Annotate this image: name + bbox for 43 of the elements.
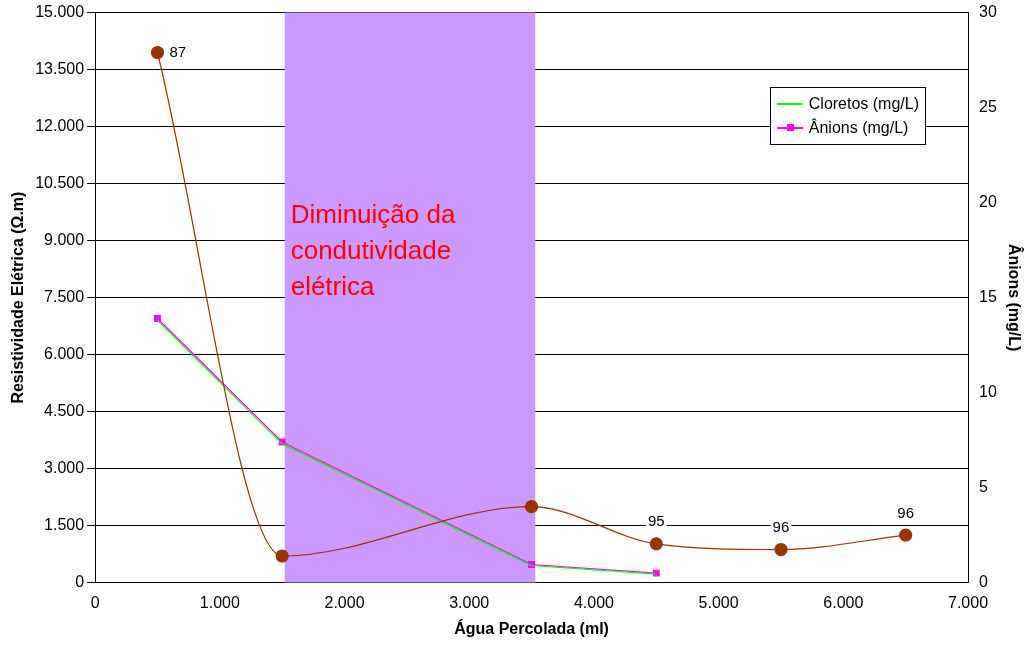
y-tick-label: 12.000 [35, 117, 85, 135]
annotation: 87 [169, 42, 187, 60]
point [150, 45, 165, 60]
point [774, 542, 788, 557]
annotation: 95 [647, 512, 665, 530]
x-axis-title: Água Percolada (ml) [454, 618, 609, 637]
legend-label: Ânions (mg/L) [808, 117, 909, 138]
annotation: 96 [772, 518, 790, 536]
x-tick-label: 1.000 [199, 593, 240, 611]
x-tick-label: 2.000 [324, 593, 365, 611]
y-tick-label: 15.000 [35, 3, 85, 21]
y-tick-label: 9.000 [44, 231, 85, 249]
x-tick-label: 6.000 [823, 593, 864, 611]
y2-tick-label: 20 [979, 193, 997, 211]
y2-axis-title: Ânions (mg/L) [1005, 243, 1024, 352]
legend-label: Cloretos (mg/L) [808, 93, 920, 114]
y-tick-label: 0 [75, 573, 85, 591]
y2-tick-label: 10 [979, 383, 997, 401]
y-axis-title: Resistividade Elétrica (Ω.m) [9, 191, 27, 404]
annotation: 96 [897, 503, 914, 521]
y2-tick-label: 15 [979, 288, 997, 306]
y2-tick-label: 5 [979, 478, 988, 496]
y2-tick-label: 30 [979, 3, 997, 21]
x-tick-label: 3.000 [449, 593, 490, 611]
point [154, 315, 161, 322]
y-tick-label: 10.500 [35, 174, 85, 192]
point [524, 500, 539, 514]
point [275, 549, 289, 563]
y-tick-label: 3.000 [44, 459, 85, 477]
y-tick-label: 13.500 [35, 60, 85, 78]
point [899, 528, 913, 542]
y-tick-label: 7.500 [44, 288, 85, 306]
y-tick-label: 1.500 [44, 516, 85, 534]
point [649, 537, 663, 551]
x-tick-label: 5.000 [698, 593, 739, 611]
band-label: Diminuição da condutividade elétrica [290, 198, 456, 301]
x-tick-label: 4.000 [573, 593, 615, 611]
y2-tick-label: 0 [979, 573, 988, 591]
x-tick-label: 0 [90, 593, 100, 611]
y-tick-label: 6.000 [44, 345, 85, 363]
y-tick-label: 4.500 [44, 402, 85, 420]
y2-tick-label: 25 [979, 98, 997, 116]
x-tick-label: 7.000 [947, 593, 989, 611]
